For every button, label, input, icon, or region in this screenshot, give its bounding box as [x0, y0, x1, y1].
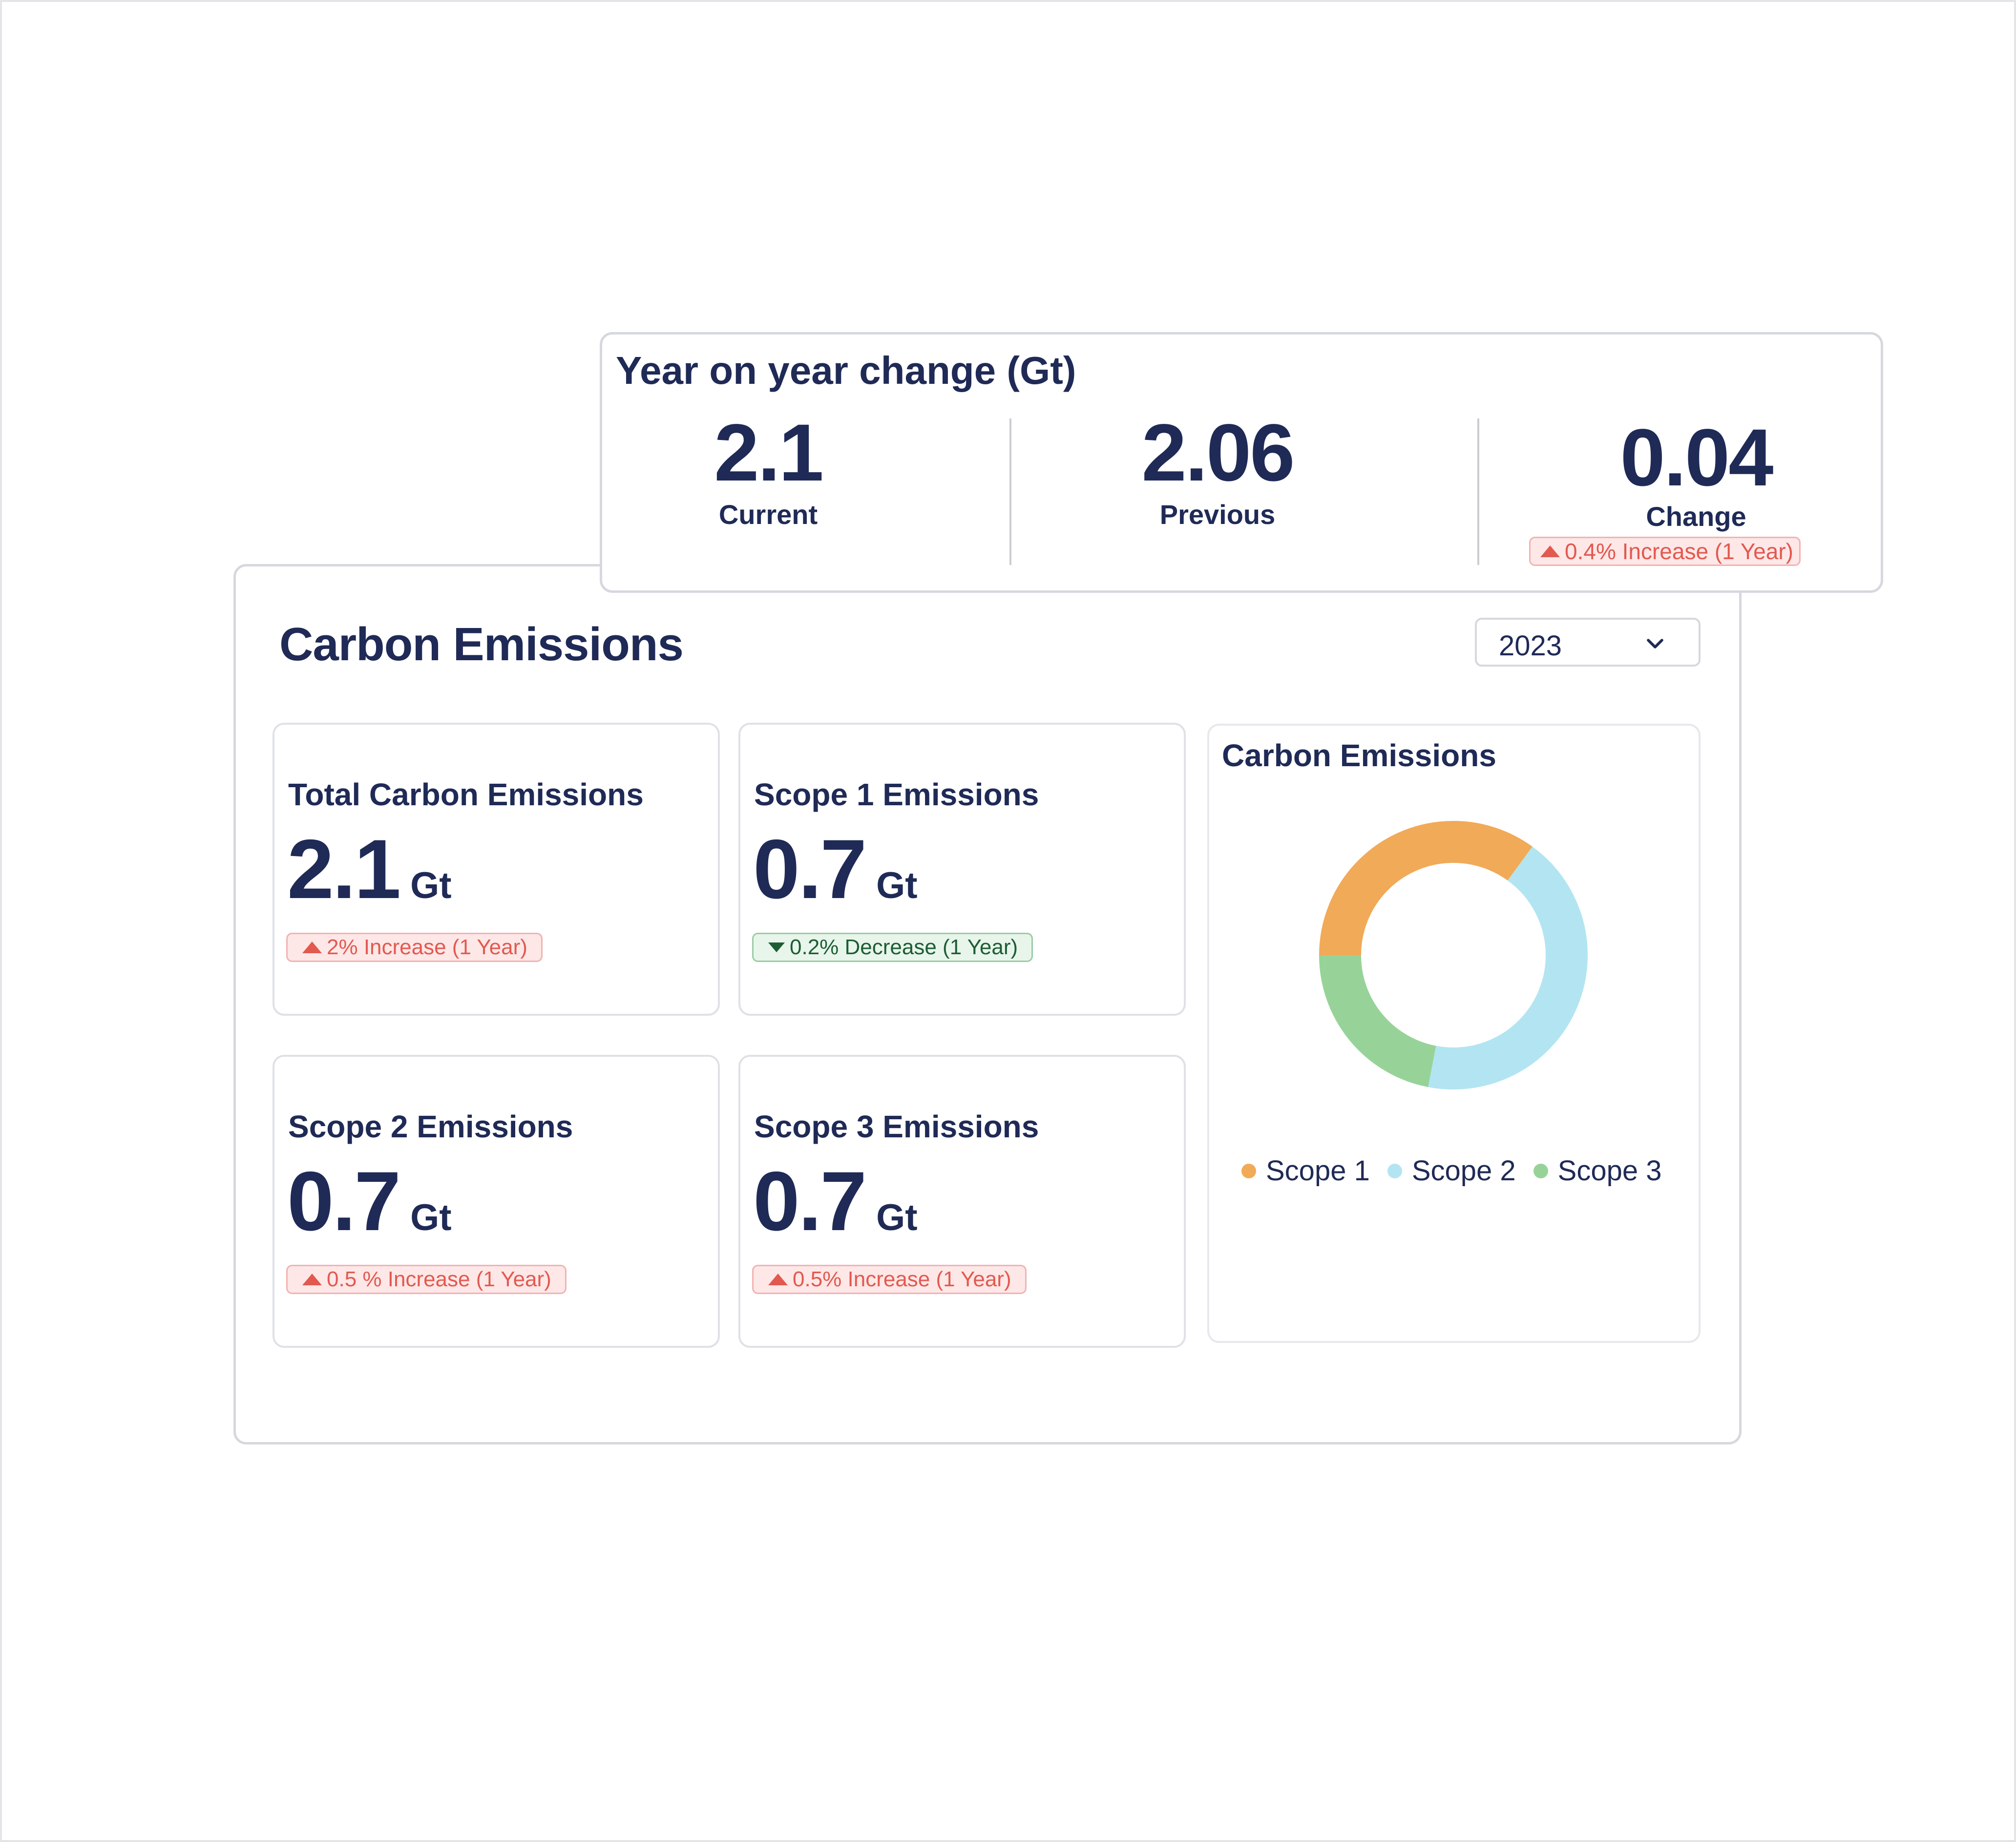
card-title: Scope 1 Emissions — [754, 777, 1039, 812]
trend-badge: 0.4% Increase (1 Year) — [1529, 537, 1801, 566]
trend-badge: 0.5% Increase (1 Year) — [752, 1265, 1027, 1294]
legend-swatch — [1241, 1163, 1256, 1178]
triangle-down-icon — [768, 942, 785, 952]
card-unit: Gt — [876, 1197, 918, 1238]
card-value: 2.1 Gt — [287, 822, 452, 916]
legend-item-scope-1: Scope 1 — [1241, 1154, 1370, 1187]
legend-item-scope-2: Scope 2 — [1387, 1154, 1516, 1187]
yoy-change: 0.04 Change — [1598, 418, 1794, 532]
triangle-up-icon — [1540, 545, 1560, 557]
card-value: 0.7 Gt — [753, 1154, 918, 1248]
card-unit: Gt — [410, 865, 452, 906]
card-title: Total Carbon Emissions — [288, 777, 644, 812]
page-title: Carbon Emissions — [279, 618, 684, 670]
card-unit: Gt — [410, 1197, 452, 1238]
scope-3-card: Scope 3 Emissions 0.7 Gt 0.5% Increase (1… — [738, 1055, 1186, 1348]
emissions-donut-card: Carbon Emissions Scope 1 Scope 2 Scope 3 — [1207, 724, 1701, 1343]
triangle-up-icon — [302, 1274, 322, 1285]
scope-1-card: Scope 1 Emissions 0.7 Gt 0.2% Decrease (1… — [738, 723, 1186, 1016]
trend-badge: 0.2% Decrease (1 Year) — [752, 933, 1033, 962]
legend-label: Scope 3 — [1557, 1155, 1662, 1187]
chevron-down-icon — [1647, 639, 1663, 649]
yoy-current-label: Current — [718, 499, 818, 530]
yoy-previous: 2.06 Previous — [1120, 413, 1315, 530]
card-title: Scope 3 Emissions — [754, 1109, 1039, 1144]
divider — [1477, 419, 1479, 565]
donut-slice-scope-3 — [1319, 821, 1588, 1089]
donut-chart — [1319, 821, 1588, 1089]
yoy-change-value: 0.04 — [1620, 413, 1773, 503]
card-value: 0.7 Gt — [753, 822, 918, 916]
card-title: Scope 2 Emissions — [288, 1109, 573, 1144]
donut-slice-scope-2 — [1319, 821, 1588, 1089]
triangle-up-icon — [302, 942, 322, 953]
total-emissions-card: Total Carbon Emissions 2.1 Gt 2% Increase… — [273, 723, 720, 1016]
year-select-value: 2023 — [1499, 630, 1562, 662]
yoy-previous-label: Previous — [1159, 499, 1276, 530]
card-value: 0.7 Gt — [287, 1154, 452, 1248]
legend-swatch — [1387, 1163, 1402, 1178]
year-select[interactable]: 2023 — [1475, 618, 1701, 667]
trend-badge: 2% Increase (1 Year) — [286, 933, 543, 962]
chart-legend: Scope 1 Scope 2 Scope 3 — [1241, 1154, 1679, 1187]
legend-label: Scope 2 — [1411, 1155, 1516, 1187]
yoy-change-label: Change — [1646, 501, 1746, 532]
chart-title: Carbon Emissions — [1222, 738, 1496, 773]
year-on-year-panel: Year on year change (Gt) 2.1 Current 2.0… — [600, 332, 1883, 593]
yoy-current-value: 2.1 — [714, 408, 824, 498]
trend-badge: 0.5 % Increase (1 Year) — [286, 1265, 567, 1294]
triangle-up-icon — [768, 1274, 788, 1285]
card-unit: Gt — [876, 865, 918, 906]
legend-swatch — [1533, 1163, 1548, 1178]
divider — [1009, 419, 1011, 565]
legend-label: Scope 1 — [1266, 1155, 1370, 1187]
yoy-title: Year on year change (Gt) — [616, 349, 1076, 392]
legend-item-scope-3: Scope 3 — [1533, 1154, 1662, 1187]
yoy-current: 2.1 Current — [680, 413, 856, 530]
scope-2-card: Scope 2 Emissions 0.7 Gt 0.5 % Increase (… — [273, 1055, 720, 1348]
yoy-previous-value: 2.06 — [1141, 408, 1295, 498]
